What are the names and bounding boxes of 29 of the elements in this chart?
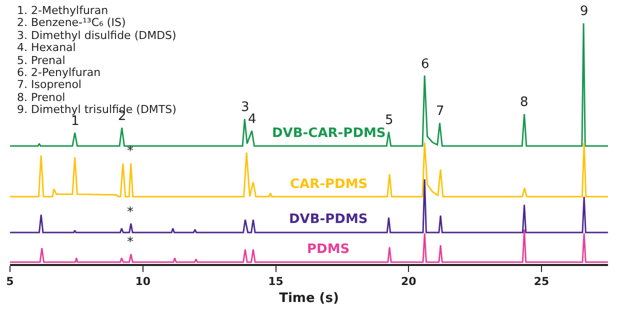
annotation: 4 — [248, 112, 256, 127]
annotation: 8. Prenol — [17, 91, 66, 104]
x-tick-label: 10 — [135, 274, 151, 288]
annotation: 5. Prenal — [17, 54, 66, 67]
series-label: DVB-PDMS — [289, 212, 368, 227]
annotation: 5 — [385, 113, 394, 128]
annotation: * — [127, 235, 134, 250]
annotation: 9 — [580, 4, 588, 19]
text: 1. 2-Methylfuran — [17, 4, 108, 17]
annotation: 2. Benzene-¹³C₆ (IS) — [17, 16, 126, 29]
x-tick-label: 5 — [6, 274, 14, 288]
annotation: 1 — [71, 114, 80, 129]
x-tick-label: 20 — [401, 274, 417, 288]
x-axis-title: Time (s) — [279, 291, 339, 306]
series-label: PDMS — [307, 242, 350, 257]
series-label: CAR-PDMS — [290, 177, 368, 192]
annotation: 8 — [520, 95, 528, 110]
x-tick-label: 25 — [534, 274, 550, 288]
annotation: * — [127, 205, 134, 220]
series-label: DVB-CAR-PDMS — [272, 126, 386, 141]
annotation: 6 — [421, 57, 430, 72]
annotation: 7 — [436, 104, 444, 119]
annotation: 6. 2-Penylfuran — [17, 66, 101, 79]
annotation: * — [127, 144, 134, 159]
annotation: 4. Hexanal — [17, 41, 76, 54]
annotation: 3. Dimethyl disulfide (DMDS) — [17, 29, 176, 42]
annotation: 7. Isoprenol — [17, 78, 82, 91]
x-tick-label: 15 — [268, 274, 284, 288]
annotation: 3 — [241, 100, 250, 115]
